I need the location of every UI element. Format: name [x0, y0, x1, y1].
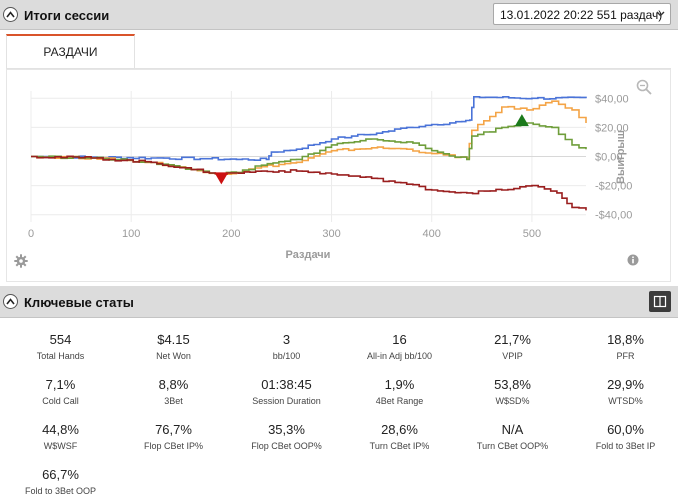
stat-value: 28,6%	[381, 422, 418, 437]
info-icon[interactable]	[627, 254, 639, 266]
stat-value: $4.15	[157, 332, 190, 347]
stat-label: Total Hands	[36, 351, 85, 361]
stat-value: 18,8%	[607, 332, 644, 347]
tab-hands[interactable]: РАЗДАЧИ	[6, 34, 135, 68]
key-stats-title: Ключевые статы	[24, 295, 134, 310]
stat-label: Fold to 3Bet IP	[595, 441, 656, 451]
session-select[interactable]: 13.01.2022 20:22 551 раздач)	[493, 3, 671, 25]
stat-label: Fold to 3Bet OOP	[24, 486, 97, 496]
stat-value: 76,7%	[155, 422, 192, 437]
stat-value: 60,0%	[607, 422, 644, 437]
chevron-up-icon	[6, 11, 15, 18]
stat-item: 28,6% Turn CBet IP%	[343, 422, 456, 451]
stat-label: Session Duration	[252, 396, 321, 406]
stat-label: All-in Adj bb/100	[366, 351, 433, 361]
tab-bar: РАЗДАЧИ	[6, 34, 671, 69]
stat-item: 35,3% Flop CBet OOP%	[230, 422, 343, 451]
stat-item: 66,7% Fold to 3Bet OOP	[4, 467, 117, 496]
stat-item: 554 Total Hands	[4, 332, 117, 361]
stat-item: 01:38:45 Session Duration	[230, 377, 343, 406]
stat-label: 3Bet	[164, 396, 183, 406]
stat-label: Cold Call	[42, 396, 79, 406]
stat-label: W$WSF	[43, 441, 78, 451]
stat-value: 554	[49, 332, 72, 347]
stat-item: 18,8% PFR	[569, 332, 678, 361]
stat-label: bb/100	[272, 351, 301, 361]
stat-item: N/A Turn CBet OOP%	[456, 422, 569, 451]
chevron-up-icon	[6, 298, 15, 305]
gear-icon[interactable]	[14, 254, 28, 268]
stat-label: Turn CBet IP%	[369, 441, 430, 451]
stat-value: 21,7%	[494, 332, 531, 347]
stat-value: 1,9%	[384, 377, 415, 392]
stat-item: 53,8% W$SD%	[456, 377, 569, 406]
stats-grid: 554 Total Hands $4.15 Net Won 3 bb/100 16 All-i…	[0, 319, 678, 504]
stat-item: 3 bb/100	[230, 332, 343, 361]
stat-item: 29,9% WTSD%	[569, 377, 678, 406]
stat-value: 7,1%	[45, 377, 76, 392]
stat-value: 8,8%	[158, 377, 189, 392]
stat-item: $4.15 Net Won	[117, 332, 230, 361]
collapse-session-button[interactable]	[3, 7, 18, 22]
stat-value: 44,8%	[42, 422, 79, 437]
stat-label: Flop CBet IP%	[143, 441, 204, 451]
stat-item: 44,8% W$WSF	[4, 422, 117, 451]
key-stats-header: Ключевые статы	[0, 286, 678, 318]
stat-value: 53,8%	[494, 377, 531, 392]
stat-label: VPIP	[502, 351, 523, 361]
stat-item: 1,9% 4Bet Range	[343, 377, 456, 406]
stat-value: 16	[392, 332, 407, 347]
stat-value: 3	[282, 332, 291, 347]
layout-toggle-button[interactable]	[649, 291, 671, 312]
session-summary-header: Итоги сессии 13.01.2022 20:22 551 раздач…	[0, 0, 678, 30]
stat-item: 21,7% VPIP	[456, 332, 569, 361]
stat-label: W$SD%	[495, 396, 530, 406]
stat-label: 4Bet Range	[375, 396, 424, 406]
stat-value: 29,9%	[607, 377, 644, 392]
stat-item: 16 All-in Adj bb/100	[343, 332, 456, 361]
stat-label: Flop CBet OOP%	[251, 441, 322, 451]
stat-item: 8,8% 3Bet	[117, 377, 230, 406]
stat-value: 66,7%	[42, 467, 79, 482]
stat-value: 01:38:45	[261, 377, 312, 392]
chart-frame	[6, 69, 671, 282]
chevron-down-icon	[656, 11, 665, 17]
stat-label: Net Won	[156, 351, 191, 361]
session-summary-title: Итоги сессии	[24, 8, 110, 23]
layout-icon	[653, 295, 667, 308]
collapse-stats-button[interactable]	[3, 294, 18, 309]
stat-label: PFR	[616, 351, 635, 361]
stat-value: 35,3%	[268, 422, 305, 437]
stat-value: N/A	[501, 422, 524, 437]
stat-label: WTSD%	[608, 396, 643, 406]
stat-label: Turn CBet OOP%	[476, 441, 549, 451]
session-select-value: 13.01.2022 20:22 551 раздач)	[500, 8, 663, 22]
stat-item: 7,1% Cold Call	[4, 377, 117, 406]
stat-item: 76,7% Flop CBet IP%	[117, 422, 230, 451]
chart-panel: РАЗДАЧИ	[6, 34, 671, 282]
stat-item: 60,0% Fold to 3Bet IP	[569, 422, 678, 451]
zoom-icon[interactable]	[636, 79, 652, 95]
